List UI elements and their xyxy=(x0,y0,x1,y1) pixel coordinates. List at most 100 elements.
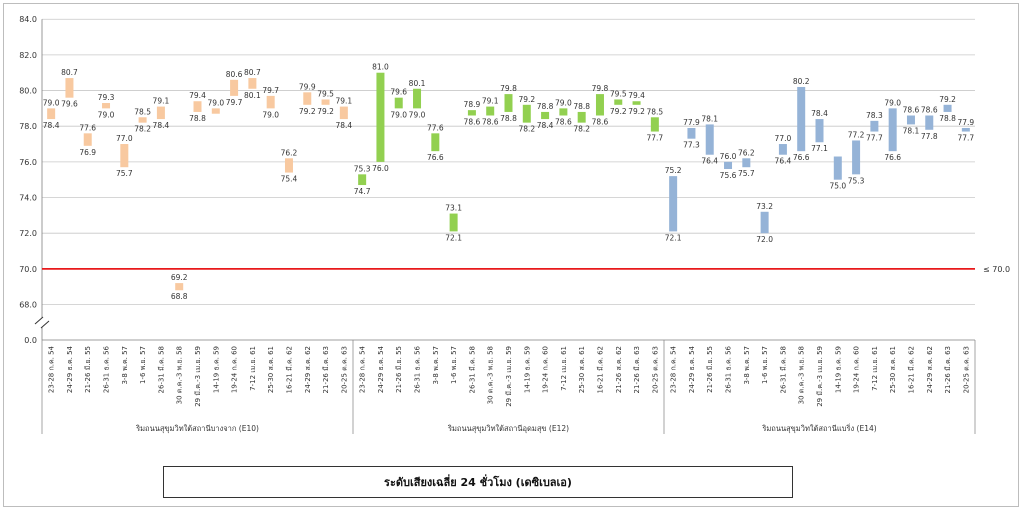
data-label-max: 80.7 xyxy=(244,68,261,77)
data-label-min: 68.8 xyxy=(171,292,188,301)
range-bar xyxy=(156,106,165,120)
y-tick-label: 82.0 xyxy=(19,51,37,60)
range-bar xyxy=(431,133,440,152)
range-bar xyxy=(852,140,861,175)
data-label-min: 75.4 xyxy=(281,175,298,184)
data-label-min: 76.4 xyxy=(701,157,718,166)
x-tick-label: 26-31 ธ.ค. 56 xyxy=(725,345,733,393)
x-tick-label: 30 ต.ค.-3 พ.ย. 58 xyxy=(176,346,184,404)
x-tick-label: 1-6 พ.ย. 57 xyxy=(450,346,458,384)
range-bar xyxy=(102,103,111,109)
y-tick-label: 74.0 xyxy=(19,194,37,203)
range-bar xyxy=(193,101,202,112)
data-label-max: 76.2 xyxy=(281,148,298,157)
range-bar xyxy=(961,127,970,132)
x-tick-label: 7-12 เม.ย. 61 xyxy=(560,346,568,391)
range-bar xyxy=(888,108,897,152)
data-label-max: 78.5 xyxy=(647,107,664,116)
data-label-min: 79.0 xyxy=(390,110,407,119)
x-tick-label: 26-31 มี.ค. 58 xyxy=(157,346,165,393)
range-bar xyxy=(413,88,422,109)
axis-break-mark xyxy=(40,320,50,329)
data-label-min: 76.4 xyxy=(775,157,792,166)
data-label-max: 73.2 xyxy=(756,202,773,211)
x-tick-label: 26-31 มี.ค. 58 xyxy=(468,346,476,393)
data-label-min: 77.7 xyxy=(647,134,664,143)
x-tick-label: 20-25 ต.ค. 63 xyxy=(340,346,348,393)
range-bar xyxy=(760,211,769,234)
data-label-min: 78.6 xyxy=(464,118,481,127)
data-label-max: 76.2 xyxy=(738,148,755,157)
data-label-max: 78.4 xyxy=(811,109,828,118)
data-label-min: 80.1 xyxy=(244,91,261,100)
data-label-min: 76.6 xyxy=(427,153,444,162)
data-label-min: 76.6 xyxy=(884,153,901,162)
data-label-min: 78.2 xyxy=(573,125,590,134)
data-label-max: 79.3 xyxy=(98,93,115,102)
range-bar xyxy=(504,94,513,112)
group-label: ริมถนนสุขุมวิทใต้สถานีแบริ่ง (E14) xyxy=(761,423,876,433)
axis-break-mask xyxy=(36,318,48,327)
data-label-max: 79.8 xyxy=(500,84,517,93)
data-label-min: 79.6 xyxy=(61,100,78,109)
y-tick-label: 84.0 xyxy=(19,15,37,24)
range-bar xyxy=(211,108,220,114)
data-label-min: 79.2 xyxy=(299,107,316,116)
x-tick-label: 16-21 มี.ค. 62 xyxy=(285,346,293,393)
data-label-max: 79.1 xyxy=(153,97,170,106)
range-bar xyxy=(943,104,952,112)
range-bar xyxy=(284,158,293,173)
range-bar xyxy=(906,115,915,125)
data-label-max: 80.2 xyxy=(793,77,810,86)
x-tick-label: 21-26 มี.ค. 63 xyxy=(322,346,330,393)
range-bar xyxy=(65,78,74,98)
data-label-max: 78.9 xyxy=(464,100,481,109)
range-bar xyxy=(541,111,550,120)
x-tick-label: 3-8 พ.ค. 57 xyxy=(743,346,751,385)
range-bar xyxy=(394,97,403,109)
range-bar xyxy=(815,119,824,143)
data-label-min: 78.8 xyxy=(500,114,517,123)
data-label-min: 77.7 xyxy=(866,134,883,143)
data-label-max: 79.8 xyxy=(592,84,609,93)
data-label-min: 76.9 xyxy=(79,148,96,157)
range-bar xyxy=(138,117,147,123)
range-bar xyxy=(669,176,678,232)
x-tick-label: 29 มี.ค.-3 เม.ย. 59 xyxy=(505,346,513,407)
range-bar xyxy=(47,108,56,120)
x-tick-label: 24-29 ส.ค. 62 xyxy=(926,346,934,393)
range-bar xyxy=(797,86,806,152)
data-label-min: 74.7 xyxy=(354,187,371,196)
y-tick-label: 80.0 xyxy=(19,87,37,96)
data-label-max: 79.1 xyxy=(336,97,353,106)
x-tick-label: 26-31 มี.ค. 58 xyxy=(779,346,787,393)
range-bar xyxy=(449,213,458,232)
y-tick-label: 78.0 xyxy=(19,122,37,131)
x-tick-label: 1-6 พ.ย. 57 xyxy=(761,346,769,384)
range-bar xyxy=(358,174,367,186)
data-label-min: 78.6 xyxy=(555,118,572,127)
data-label-max: 79.6 xyxy=(390,88,407,97)
data-label-max: 79.7 xyxy=(262,86,279,95)
range-bar xyxy=(870,120,879,132)
x-tick-label: 25-30 ส.ค. 61 xyxy=(889,346,897,393)
range-bar xyxy=(303,92,312,105)
x-tick-label: 21-26 ส.ค. 62 xyxy=(615,346,623,393)
data-label-min: 78.8 xyxy=(939,114,956,123)
range-bar xyxy=(467,110,476,116)
y-tick-label: 72.0 xyxy=(19,229,37,238)
range-bar xyxy=(339,106,348,120)
x-tick-label: 16-21 มี.ค. 62 xyxy=(907,346,915,393)
data-label-max: 79.0 xyxy=(884,98,901,107)
range-bar xyxy=(321,99,330,105)
x-tick-label: 21-26 มี.ย. 55 xyxy=(706,346,714,393)
legend-title: ระดับเสียงเฉลี่ย 24 ชั่วโมง (เดซิเบลเอ) xyxy=(384,476,572,489)
x-tick-label: 30 ต.ค.-3 พ.ย. 58 xyxy=(487,346,495,404)
data-label-max: 79.2 xyxy=(518,95,535,104)
range-bar xyxy=(614,99,623,105)
data-label-max: 77.9 xyxy=(683,118,700,127)
data-label-min: 78.8 xyxy=(189,114,206,123)
data-label-min: 78.2 xyxy=(518,125,535,134)
range-bar xyxy=(577,111,586,123)
